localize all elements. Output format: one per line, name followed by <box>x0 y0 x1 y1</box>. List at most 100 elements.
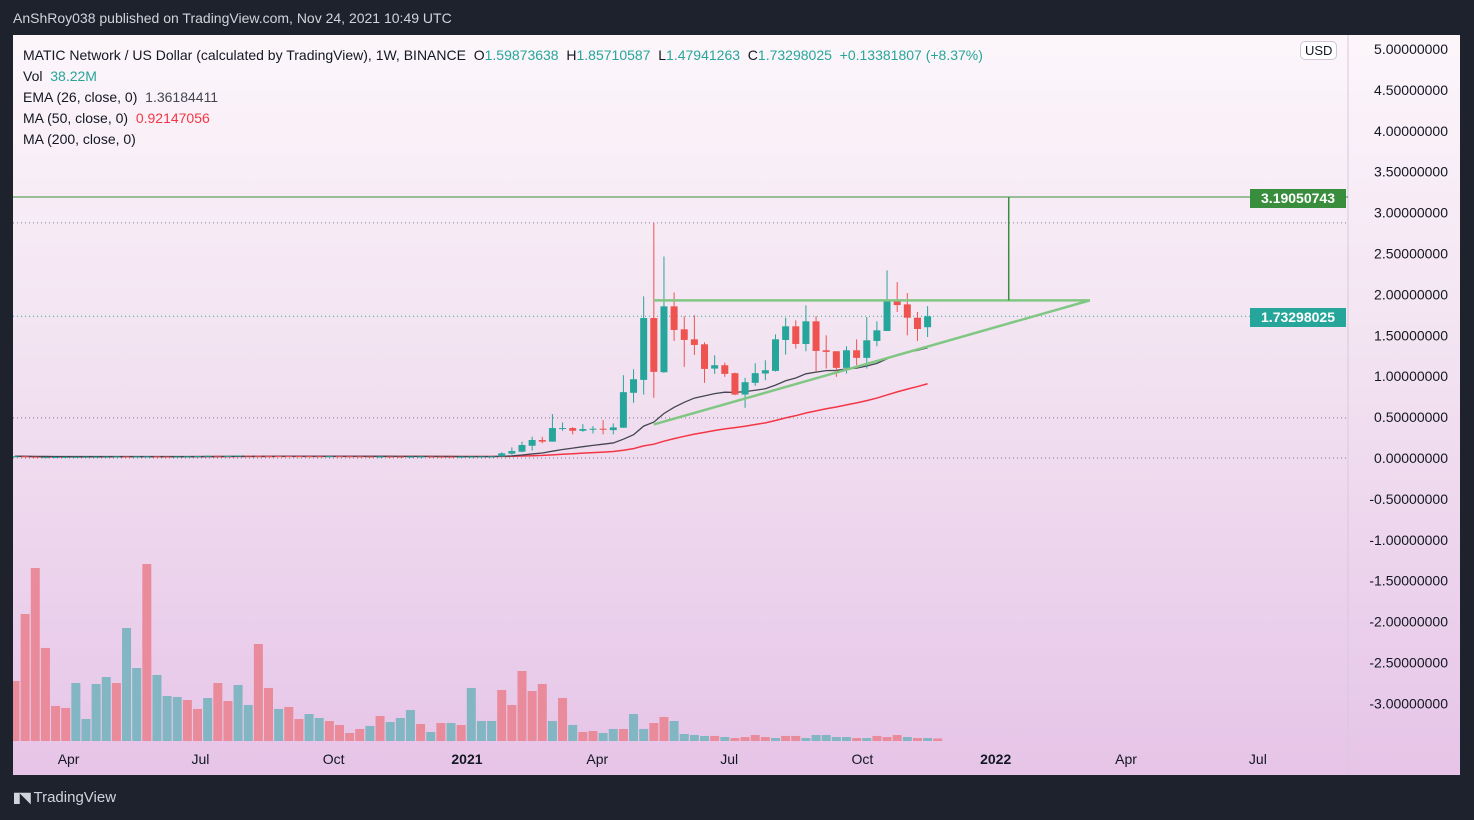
volume-bar <box>527 690 537 741</box>
candle-body <box>812 321 820 351</box>
volume-bar <box>781 735 791 741</box>
candle-body <box>538 440 546 442</box>
volume-bar <box>324 720 334 741</box>
price-chart[interactable]: 5.00000000 4.50000000 4.00000000 3.50000000… <box>13 35 1460 775</box>
volume-bar <box>51 705 61 741</box>
ma50-row[interactable]: MA (50, close, 0) 0.92147056 <box>23 108 983 129</box>
candle-body <box>285 456 293 458</box>
volume-bar <box>456 724 466 741</box>
candle-body <box>589 428 597 430</box>
candle-body <box>477 456 485 458</box>
y-tick-label: -1.00000000 <box>1369 532 1448 548</box>
candle-body <box>498 453 506 457</box>
candle-body <box>386 456 394 458</box>
change-value: +0.13381807 (+8.37%) <box>839 47 983 63</box>
volume-bar <box>395 717 405 741</box>
candle-body <box>234 455 242 457</box>
volume-bar <box>669 720 679 741</box>
volume-bar <box>771 737 780 741</box>
close-label: C <box>747 47 758 63</box>
candle-body <box>92 456 100 458</box>
candle-body <box>194 456 202 458</box>
volume-bar <box>568 724 578 741</box>
volume-bar <box>497 690 507 741</box>
candle-body <box>244 455 252 457</box>
y-tick-label: 2.00000000 <box>1374 286 1448 302</box>
volume-bar <box>71 683 81 741</box>
volume-bar <box>649 723 659 741</box>
volume-bar <box>537 684 547 741</box>
volume-bar <box>264 687 273 741</box>
candle-body <box>721 365 729 374</box>
tradingview-logo-icon: ▮◥ <box>13 789 31 805</box>
volume-bar <box>182 700 192 741</box>
open-value: 1.59873638 <box>484 47 559 63</box>
candle-body <box>447 456 455 458</box>
volume-bar <box>710 735 720 741</box>
ma50-line <box>14 383 928 458</box>
volume-bar <box>558 697 568 741</box>
volume-bar <box>101 677 111 741</box>
candle-body <box>559 428 567 430</box>
volume-bar <box>487 720 497 741</box>
candle-body <box>457 456 465 458</box>
candle-body <box>72 456 80 458</box>
candle-body <box>153 456 161 458</box>
candle-body <box>41 457 49 459</box>
volume-bar <box>61 707 71 741</box>
volume-bar <box>213 683 223 741</box>
volume-bar <box>476 720 486 741</box>
currency-button[interactable]: USD <box>1300 41 1338 60</box>
candle-body <box>842 350 850 368</box>
candle-body <box>356 456 364 458</box>
symbol-title[interactable]: MATIC Network / US Dollar (calculated by… <box>23 47 466 63</box>
x-tick-label: Oct <box>323 751 345 767</box>
volume-bar <box>841 737 851 741</box>
last-price-label: 1.73298025 <box>1250 308 1346 327</box>
y-tick-label: -2.50000000 <box>1369 655 1448 671</box>
volume-row[interactable]: Vol 38.22M <box>23 66 983 87</box>
candle-body <box>335 456 343 458</box>
volume-bar <box>375 715 385 741</box>
candle-body <box>102 456 110 458</box>
chart-pane[interactable]: 5.00000000 4.50000000 4.00000000 3.50000000… <box>13 35 1460 775</box>
ema-value: 1.36184411 <box>145 89 219 105</box>
candle-body <box>224 455 232 457</box>
candle-body <box>751 373 759 383</box>
volume-bar <box>284 707 294 741</box>
volume-bar <box>172 697 182 741</box>
candle-body <box>52 457 60 459</box>
candle-body <box>548 428 556 442</box>
candle-body <box>569 428 577 431</box>
volume-bar <box>760 737 770 741</box>
volume-bar <box>294 718 304 741</box>
volume-bar <box>314 717 324 741</box>
volume-bar <box>243 704 253 741</box>
volume-bar <box>872 735 882 741</box>
candle-body <box>630 379 638 393</box>
candle-body <box>143 456 151 458</box>
volume-bar <box>405 710 415 741</box>
volume-bar <box>233 684 243 741</box>
candle-body <box>893 300 901 306</box>
volume-bar <box>223 700 233 741</box>
candle-body <box>782 326 790 340</box>
volume-bar <box>689 734 699 741</box>
candle-body <box>325 456 333 458</box>
ma200-row[interactable]: MA (200, close, 0) <box>23 129 983 150</box>
candle-body <box>599 428 607 430</box>
y-tick-label: -3.00000000 <box>1369 695 1448 711</box>
volume-bar <box>507 704 517 741</box>
volume-bar <box>629 714 639 741</box>
volume-bar <box>274 708 284 741</box>
low-label: L <box>658 47 667 63</box>
candle-body <box>913 317 921 330</box>
volume-bar <box>588 730 598 741</box>
ema-row[interactable]: EMA (26, close, 0) 1.36184411 <box>23 87 983 108</box>
volume-label: Vol <box>23 68 43 84</box>
candle-body <box>305 456 313 458</box>
volume-bar <box>152 674 162 741</box>
ma50-value: 0.92147056 <box>135 110 210 126</box>
y-tick-label: 2.50000000 <box>1374 246 1448 262</box>
footer-brand[interactable]: ▮◥ TradingView <box>13 789 116 806</box>
